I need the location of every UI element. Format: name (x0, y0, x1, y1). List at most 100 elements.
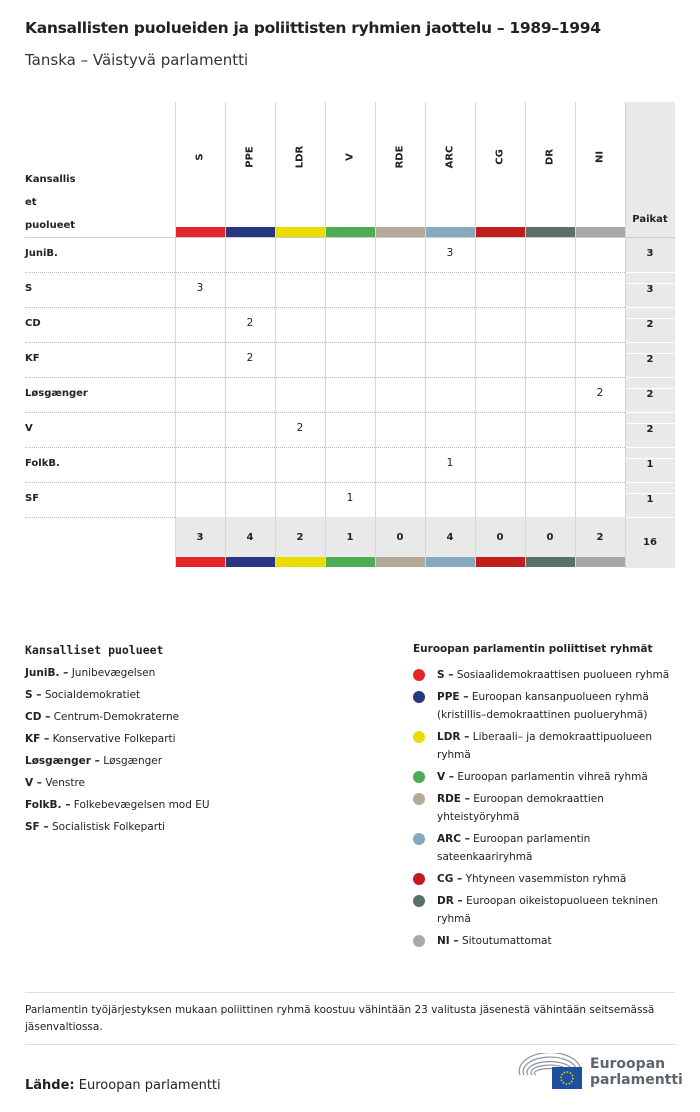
footnote: Parlamentin työjärjestyksen mukaan polii… (25, 992, 675, 1045)
seat-cell: 1 (346, 492, 354, 504)
group-color-bar-bottom (325, 557, 375, 567)
group-abbr: V – (437, 771, 455, 783)
group-color-dot (413, 895, 425, 907)
header-divider (25, 237, 675, 238)
national-legend-item: SF – Socialistisk Folkeparti (25, 821, 210, 843)
seat-table: Kansallis et puolueet Paikat S PPE LDR V RDE… (25, 102, 675, 568)
group-code: CG (494, 149, 506, 165)
group-color-bar (225, 227, 275, 237)
party-label: JuniB. (25, 248, 58, 259)
national-legend-item: S – Socialdemokratiet (25, 689, 210, 711)
chart-title: Kansallisten puolueiden ja poliittisten … (25, 19, 601, 37)
seat-cell: 2 (246, 352, 254, 364)
party-abbr: S – (25, 689, 42, 701)
group-legend-item: CG – Yhtyneen vasemmiston ryhmä (413, 870, 683, 888)
column-total: 4 (446, 532, 454, 543)
group-legend-item: S – Sosiaalidemokraattisen puolueen ryhm… (413, 666, 683, 684)
national-legend-title: Kansalliset puolueet (25, 643, 164, 657)
group-code: RDE (394, 145, 406, 169)
national-legend-item: Løsgænger – Løsgænger (25, 755, 210, 777)
group-color-dot (413, 691, 425, 703)
total-header: Paikat (632, 214, 668, 225)
group-header-arc: ARC (425, 102, 475, 227)
column-total: 0 (546, 532, 554, 543)
group-abbr: CG – (437, 873, 463, 885)
group-legend-item: ARC – Euroopan parlamentin sateenkaariry… (413, 830, 683, 866)
party-name: Centrum-Demokraterne (53, 711, 180, 723)
group-color-dot (413, 669, 425, 681)
group-color-bar-bottom (175, 557, 225, 567)
group-color-bar (475, 227, 525, 237)
group-legend-item: NI – Sitoutumattomat (413, 932, 683, 950)
source: Lähde: Euroopan parlamentti (25, 1078, 221, 1093)
row-total: 2 (625, 353, 675, 365)
group-name: Liberaali– ja demokraattipuolueen ryhmä (437, 731, 653, 761)
party-abbr: JuniB. – (25, 667, 69, 679)
party-label: S (25, 283, 33, 294)
group-name: Sosiaalidemokraattisen puolueen ryhmä (456, 669, 670, 681)
seat-cell: 2 (596, 387, 604, 399)
seat-cell: 2 (246, 317, 254, 329)
seat-cell: 3 (446, 247, 454, 259)
group-legend-item: PPE – Euroopan kansanpuolueen ryhmä (kri… (413, 688, 683, 724)
group-color-bar-bottom (475, 557, 525, 567)
column-total: 0 (496, 532, 504, 543)
logo-line-2: parlamentti (590, 1072, 683, 1088)
party-label: CD (25, 318, 41, 329)
national-legend-item: V – Venstre (25, 777, 210, 799)
column-total: 4 (246, 532, 254, 543)
group-color-dot (413, 833, 425, 845)
party-label: FolkB. (25, 458, 60, 469)
group-legend-item: V – Euroopan parlamentin vihreä ryhmä (413, 768, 683, 786)
group-color-bar-bottom (425, 557, 475, 567)
column-divider (225, 102, 226, 568)
group-code: NI (594, 150, 606, 164)
column-divider (575, 102, 576, 568)
group-legend-title: Euroopan parlamentin poliittiset ryhmät (413, 643, 653, 655)
row-total: 3 (646, 248, 654, 259)
total-divider (625, 307, 675, 308)
column-divider (175, 102, 176, 568)
group-name: Sitoutumattomat (461, 935, 552, 947)
group-legend-item: RDE – Euroopan demokraattien yhteistyöry… (413, 790, 683, 826)
column-divider (275, 102, 276, 568)
party-label: Løsgænger (25, 388, 88, 399)
group-header-dr: DR (525, 102, 575, 227)
group-code: S (194, 153, 206, 161)
group-code: ARC (444, 145, 456, 169)
group-color-bar (275, 227, 325, 237)
seat-cell: 2 (296, 422, 304, 434)
total-divider (625, 342, 675, 343)
column-divider (375, 102, 376, 568)
group-name: Euroopan oikeistopuolueen tekninen ryhmä (437, 895, 659, 925)
row-total: 1 (625, 493, 675, 505)
seat-cell: 3 (196, 282, 204, 294)
group-abbr: S – (437, 669, 454, 681)
chart-subtitle: Tanska – Väistyvä parlamentti (25, 51, 249, 69)
party-name: Løsgænger (103, 755, 163, 767)
national-legend-item: FolkB. – Folkebevægelsen mod EU (25, 799, 210, 821)
group-color-bar (525, 227, 575, 237)
group-color-bar-bottom (525, 557, 575, 567)
group-header-cg: CG (475, 102, 525, 227)
group-color-bar-bottom (375, 557, 425, 567)
party-name: Konservative Folkeparti (52, 733, 176, 745)
party-abbr: KF – (25, 733, 50, 745)
column-total: 1 (346, 532, 354, 543)
group-name: Euroopan demokraattien yhteistyöryhmä (437, 793, 604, 823)
national-legend-item: KF – Konservative Folkeparti (25, 733, 210, 755)
row-total: 3 (625, 283, 675, 295)
group-legend: Euroopan parlamentin poliittiset ryhmät … (413, 643, 683, 954)
party-name: Socialistisk Folkeparti (51, 821, 166, 833)
column-total: 3 (196, 532, 204, 543)
row-total: 2 (625, 388, 675, 400)
group-color-bar (425, 227, 475, 237)
party-label: SF (25, 493, 40, 504)
source-label: Lähde: (25, 1078, 75, 1093)
group-color-bar-bottom (575, 557, 625, 567)
group-color-dot (413, 935, 425, 947)
group-color-bar (575, 227, 625, 237)
row-total: 2 (625, 423, 675, 435)
group-header-ni: NI (575, 102, 625, 227)
column-divider (325, 102, 326, 568)
